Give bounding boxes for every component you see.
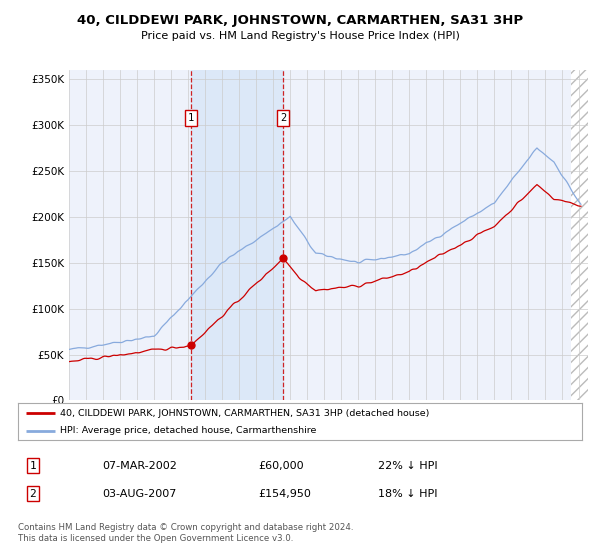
- Bar: [191, 70, 283, 400]
- Text: 03-AUG-2007: 03-AUG-2007: [102, 489, 176, 499]
- Text: Contains HM Land Registry data © Crown copyright and database right 2024.
This d: Contains HM Land Registry data © Crown c…: [18, 524, 353, 543]
- Text: 18% ↓ HPI: 18% ↓ HPI: [378, 489, 437, 499]
- Text: HPI: Average price, detached house, Carmarthenshire: HPI: Average price, detached house, Carm…: [60, 426, 317, 435]
- Text: 2: 2: [280, 113, 286, 123]
- Text: 1: 1: [188, 113, 194, 123]
- Text: 2: 2: [29, 489, 37, 499]
- Text: 40, CILDDEWI PARK, JOHNSTOWN, CARMARTHEN, SA31 3HP (detached house): 40, CILDDEWI PARK, JOHNSTOWN, CARMARTHEN…: [60, 409, 430, 418]
- Text: £154,950: £154,950: [258, 489, 311, 499]
- Text: Price paid vs. HM Land Registry's House Price Index (HPI): Price paid vs. HM Land Registry's House …: [140, 31, 460, 41]
- Text: £60,000: £60,000: [258, 461, 304, 471]
- Text: 22% ↓ HPI: 22% ↓ HPI: [378, 461, 437, 471]
- Text: 1: 1: [29, 461, 37, 471]
- Text: 40, CILDDEWI PARK, JOHNSTOWN, CARMARTHEN, SA31 3HP: 40, CILDDEWI PARK, JOHNSTOWN, CARMARTHEN…: [77, 14, 523, 27]
- Bar: [571, 70, 588, 400]
- Text: 07-MAR-2002: 07-MAR-2002: [102, 461, 177, 471]
- Bar: [571, 70, 588, 400]
